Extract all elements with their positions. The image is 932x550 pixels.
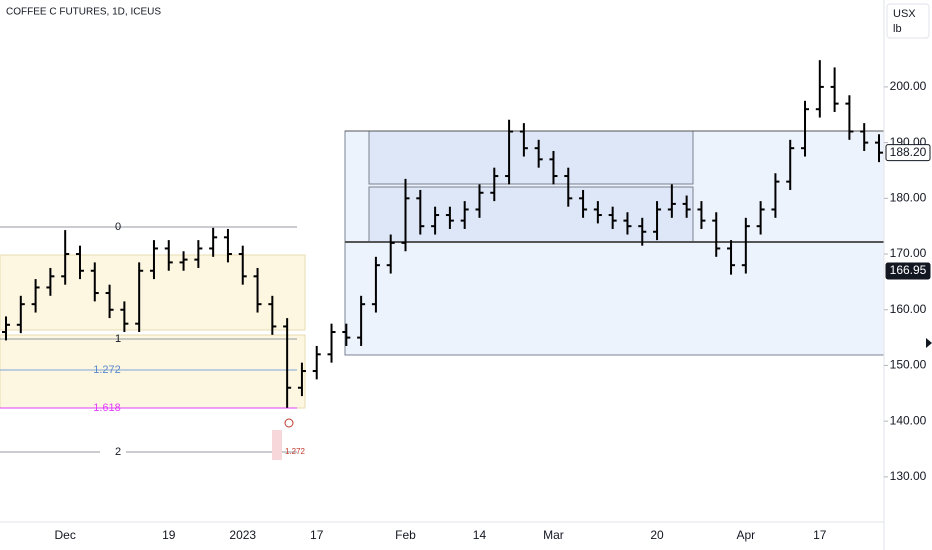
x-tick-label: Apr [736,528,755,542]
unit: lb [893,23,902,35]
y-tick-label: 150.00 [890,358,927,372]
range-box [368,130,694,185]
x-tick-label: Mar [543,528,564,542]
range-box [368,186,694,243]
price-label-box [885,262,931,280]
price-label-box [885,144,931,162]
y-tick-label: 180.00 [890,190,927,204]
x-tick-label: 2023 [229,528,256,542]
unit: USX [893,8,916,20]
x-tick-label: Feb [395,528,416,542]
x-tick-label: 17 [813,528,827,542]
price-label: 166.95 [890,263,927,277]
fib-label: 1.272 [285,447,306,456]
x-tick-label: 14 [473,528,487,542]
x-tick-label: 20 [650,528,664,542]
price-label: 188.20 [890,145,927,159]
fib-label: 1.618 [93,402,121,414]
y-tick-label: 160.00 [890,302,927,316]
x-tick-label: 17 [310,528,324,542]
x-tick-label: 19 [162,528,176,542]
fib-label: 1 [115,333,121,345]
y-tick-label: 200.00 [890,79,927,93]
marker [272,430,282,460]
fib-label: 0 [115,221,121,233]
x-tick-label: Dec [55,528,76,542]
fib-label: 1.272 [93,364,121,376]
chart-title: COFFEE C FUTURES, 1D, ICEUS [6,7,161,18]
y-tick-label: 140.00 [890,413,927,427]
fib-zone [0,254,306,331]
arrow [926,338,932,348]
y-tick-label: 170.00 [890,246,927,260]
fib-zone [0,334,306,409]
y-tick-label: 130.00 [890,469,927,483]
marker [284,418,294,428]
fib-label: 2 [115,446,121,458]
drawings [0,130,932,460]
unit-box [886,3,930,39]
